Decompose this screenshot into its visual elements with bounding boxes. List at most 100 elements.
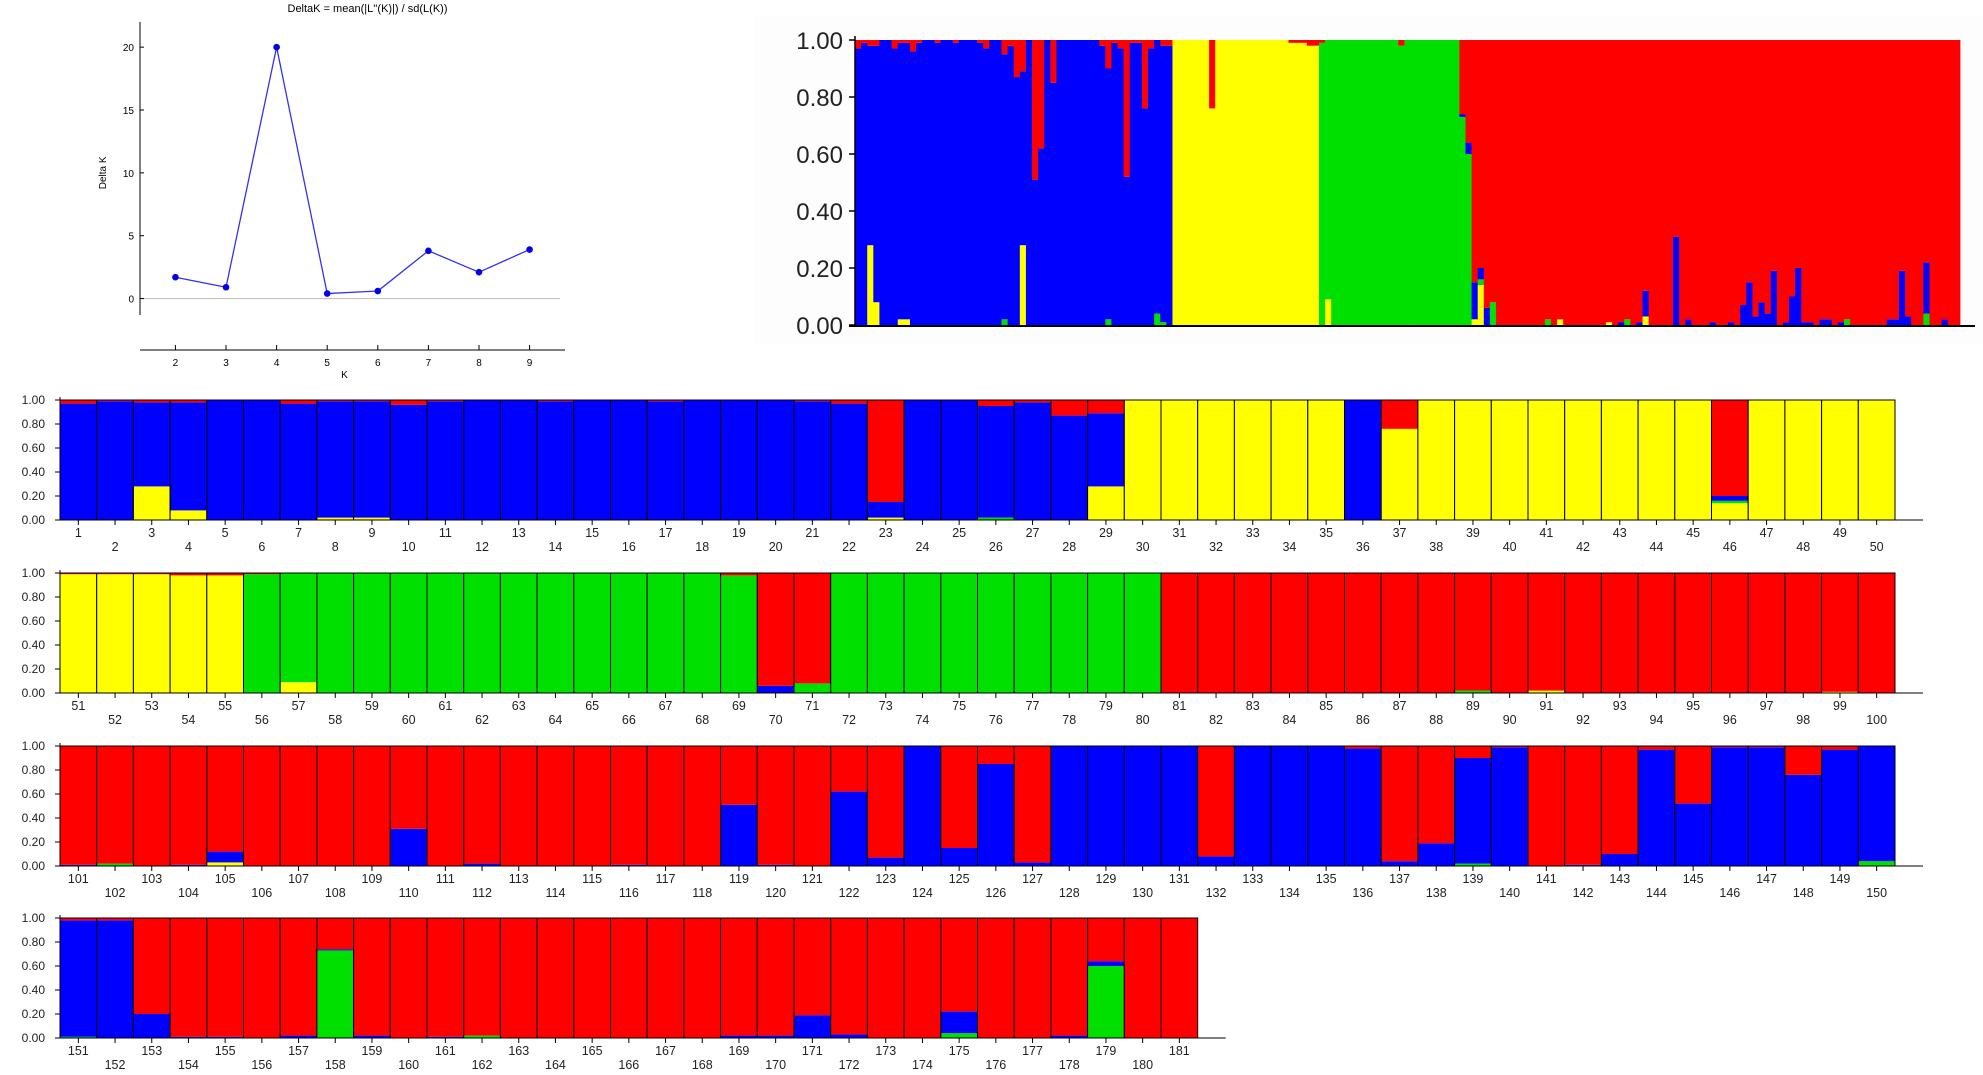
segment-red: [940, 918, 978, 1012]
individual-bar-105: [206, 745, 245, 867]
segment-green: [1361, 40, 1369, 325]
segment-blue: [316, 401, 354, 518]
segment-red: [1117, 40, 1125, 49]
segment-green: [463, 573, 501, 693]
individual-label: 130: [1132, 886, 1153, 900]
individual-label: 144: [1646, 886, 1667, 900]
individual-label: 132: [1206, 886, 1227, 900]
segment-yellow: [1178, 40, 1186, 325]
individual-bar-11: [426, 399, 465, 521]
individual-label: 33: [1246, 526, 1260, 540]
segment-yellow: [1325, 299, 1332, 325]
individual-label: 118: [692, 886, 712, 900]
segment-red: [1898, 40, 1906, 271]
segment-red: [1454, 573, 1492, 691]
segment-green: [1355, 40, 1363, 325]
individual-label: 45: [1686, 526, 1700, 540]
individual-label: 95: [1686, 699, 1700, 713]
individual-label: 71: [805, 699, 819, 713]
segment-yellow: [897, 319, 905, 325]
individual-bar-175: [940, 917, 978, 1039]
individual-label: 85: [1319, 699, 1333, 713]
segment-blue: [1784, 774, 1822, 866]
segment-red: [1821, 746, 1859, 750]
individual-bar-62: [463, 572, 501, 694]
individual-label: 36: [1356, 540, 1370, 554]
individual-bar-136: [1344, 745, 1382, 867]
individual-label: 24: [915, 540, 929, 554]
structure-row-4: 0.00 0.20 0.40 0.60 0.80 1.00 151 152 153 154 155 1…: [22, 911, 1226, 1072]
segment-red: [1880, 40, 1888, 325]
segment-green: [1428, 40, 1436, 325]
individual-label: 52: [108, 713, 122, 727]
segment-blue: [904, 746, 941, 866]
segment-yellow: [873, 302, 880, 325]
segment-yellow: [1858, 400, 1895, 520]
segment-blue: [940, 848, 978, 866]
structure-individuals-chart: 0.00 0.20 0.40 0.60 0.80 1.00 1 2 3 4 5 6 7 8 9 10 11 12 1…: [0, 385, 1983, 1072]
segment-red: [1307, 573, 1345, 693]
segment-red: [1123, 40, 1131, 177]
segment-red: [1734, 40, 1741, 325]
segment-blue: [1025, 40, 1033, 325]
individual-label: 59: [365, 699, 379, 713]
segment-blue: [1013, 77, 1021, 325]
segment-red: [1599, 40, 1607, 325]
segment-blue: [170, 1036, 207, 1038]
x-tick-label: 8: [476, 358, 482, 369]
segment-red: [1715, 40, 1723, 325]
individual-label: 77: [1026, 699, 1040, 713]
segment-yellow: [1264, 40, 1271, 325]
delta-k-plot: DeltaK = mean(|L''(K)|) / sd(L(K)) 0 5 10 15…: [98, 3, 565, 381]
segment-red: [720, 918, 758, 1036]
segment-blue: [1105, 68, 1112, 320]
segment-red: [1673, 40, 1680, 237]
segment-blue: [243, 400, 281, 520]
individual-label: 6: [258, 540, 265, 554]
segment-green: [794, 683, 831, 693]
segment-blue: [1129, 42, 1137, 325]
segment-red: [1858, 573, 1895, 693]
segment-red: [909, 40, 917, 52]
segment-red: [1019, 40, 1027, 72]
individual-label: 39: [1466, 526, 1480, 540]
segment-yellow: [1306, 45, 1314, 325]
individual-label: 92: [1576, 713, 1590, 727]
individual-bar-100: [1857, 572, 1896, 694]
individual-label: 47: [1760, 526, 1774, 540]
segment-red: [1483, 40, 1491, 308]
segment-blue: [757, 400, 794, 520]
individual-label: 103: [141, 872, 162, 886]
y-tick-label: 0.00: [22, 1031, 46, 1045]
segment-red: [1764, 40, 1772, 314]
individual-label: 138: [1426, 886, 1447, 900]
segment-blue: [983, 48, 990, 326]
individual-bar-98: [1784, 572, 1823, 694]
segment-yellow: [1307, 400, 1345, 520]
individual-label: 141: [1536, 872, 1557, 886]
y-tick-label: 0.60: [22, 614, 46, 628]
segment-yellow: [1234, 400, 1272, 520]
segment-green: [1124, 573, 1161, 693]
segment-red: [867, 400, 905, 502]
individual-label: 5: [222, 526, 229, 540]
segment-green: [867, 573, 905, 693]
individual-label: 117: [656, 872, 676, 886]
segment-blue: [1941, 319, 1949, 325]
segment-red: [1679, 40, 1686, 325]
segment-red: [1477, 40, 1485, 268]
y-tick-label: 0.20: [22, 662, 46, 676]
segment-blue: [1892, 319, 1900, 325]
individual-label: 81: [1172, 699, 1186, 713]
individual-label: 46: [1723, 540, 1737, 554]
segment-green: [1447, 40, 1454, 325]
segment-blue: [830, 1034, 868, 1038]
individual-label: 15: [585, 526, 599, 540]
individual-label: 70: [769, 713, 783, 727]
segment-red: [1014, 918, 1051, 1038]
segment-red: [683, 918, 721, 1038]
segment-yellow: [1276, 40, 1283, 325]
segment-red: [60, 573, 97, 575]
segment-red: [1581, 40, 1588, 325]
individual-bar-107: [279, 745, 318, 867]
